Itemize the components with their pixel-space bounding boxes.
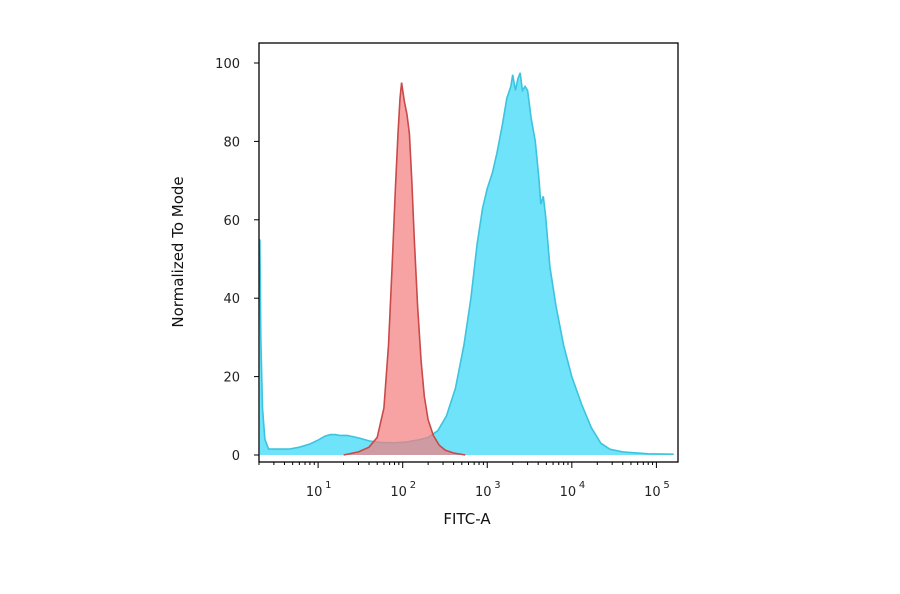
x-tick-exponent: 3 bbox=[494, 480, 500, 491]
x-tick-exponent: 5 bbox=[663, 480, 669, 491]
x-tick-label: 10 bbox=[560, 485, 577, 500]
x-tick-exponent: 1 bbox=[325, 480, 331, 491]
x-tick-exponent: 4 bbox=[579, 480, 585, 491]
x-tick-label: 10 bbox=[306, 485, 323, 500]
x-tick-exponent: 2 bbox=[410, 480, 416, 491]
y-tick-label: 100 bbox=[215, 57, 240, 72]
x-tick-label: 10 bbox=[644, 485, 661, 500]
x-tick-label: 10 bbox=[390, 485, 407, 500]
histogram-area-2 bbox=[343, 82, 466, 455]
y-tick-label: 60 bbox=[223, 214, 240, 229]
y-tick-label: 40 bbox=[223, 292, 240, 307]
y-tick-label: 0 bbox=[232, 449, 240, 464]
y-tick-label: 20 bbox=[223, 371, 240, 386]
y-tick-label: 80 bbox=[223, 135, 240, 150]
histogram-area-1 bbox=[259, 72, 674, 456]
histogram-line-1 bbox=[259, 72, 674, 455]
plot-area bbox=[259, 72, 674, 456]
histogram-line-2 bbox=[343, 82, 466, 456]
x-axis-label: FITC-A bbox=[443, 510, 491, 528]
y-axis-label: Normalized To Mode bbox=[169, 176, 187, 327]
x-tick-label: 10 bbox=[475, 485, 492, 500]
